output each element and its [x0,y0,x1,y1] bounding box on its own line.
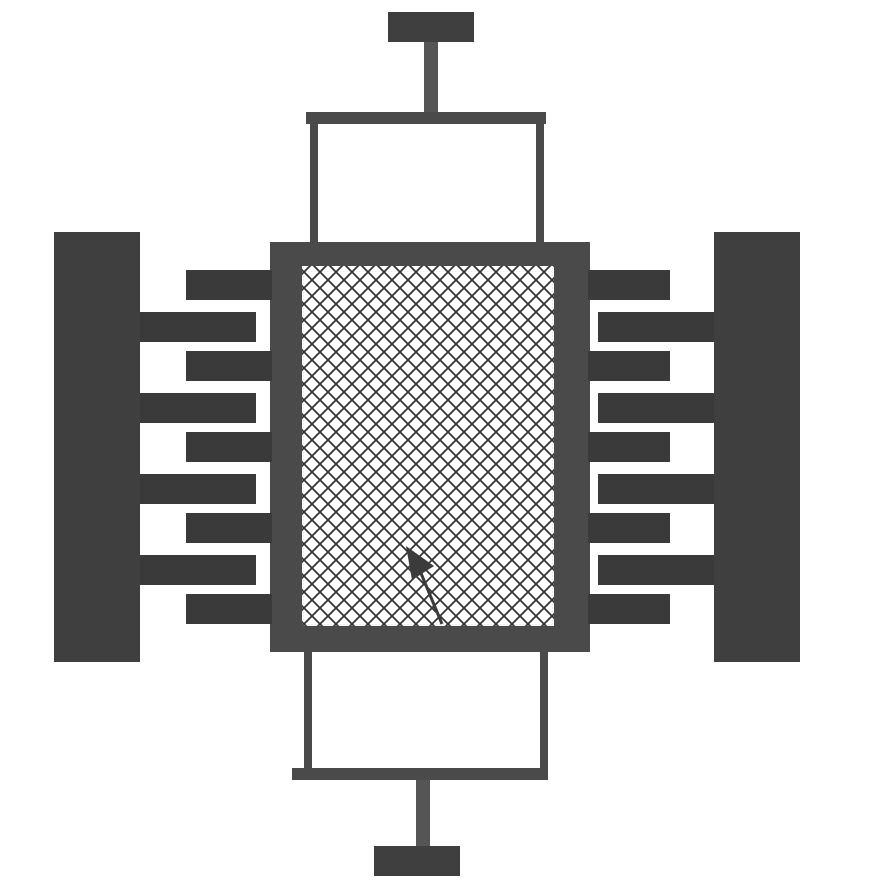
bottom-crossbar [292,768,548,780]
right-fixed-finger [598,555,714,585]
right-moving-finger [588,594,670,624]
pointer-arrow-head [406,546,434,580]
right-moving-finger [588,513,670,543]
right-moving-finger [588,432,670,462]
right-electrode-pad [714,232,800,662]
bottom-right-beam [540,652,548,770]
bottom-anchor-stem [416,780,430,848]
top-anchor-pad [388,12,474,42]
left-fixed-finger [140,312,256,342]
left-fixed-finger [140,555,256,585]
right-fixed-finger [598,474,714,504]
right-fixed-finger [598,393,714,423]
bottom-left-beam [304,652,312,770]
right-moving-finger [588,270,670,300]
right-fixed-fingers [598,312,714,585]
top-right-beam [536,124,544,244]
right-moving-fingers [588,270,670,624]
top-left-beam [310,124,318,244]
right-fixed-finger [598,312,714,342]
perforated-mesh [302,266,554,626]
left-moving-finger [186,270,272,300]
left-moving-finger [186,513,272,543]
top-crossbar [306,112,546,124]
pointer-arrow-shaft [416,565,444,625]
left-fixed-finger [140,474,256,504]
bottom-anchor-pad [374,846,460,876]
pointer-arrow [406,546,444,625]
left-moving-finger [186,351,272,381]
left-moving-finger [186,432,272,462]
top-anchor-stem [424,42,438,114]
left-moving-finger [186,594,272,624]
left-fixed-fingers [140,312,256,585]
left-electrode-pad [54,232,140,662]
left-fixed-finger [140,393,256,423]
right-moving-finger [588,351,670,381]
left-moving-fingers [186,270,272,624]
